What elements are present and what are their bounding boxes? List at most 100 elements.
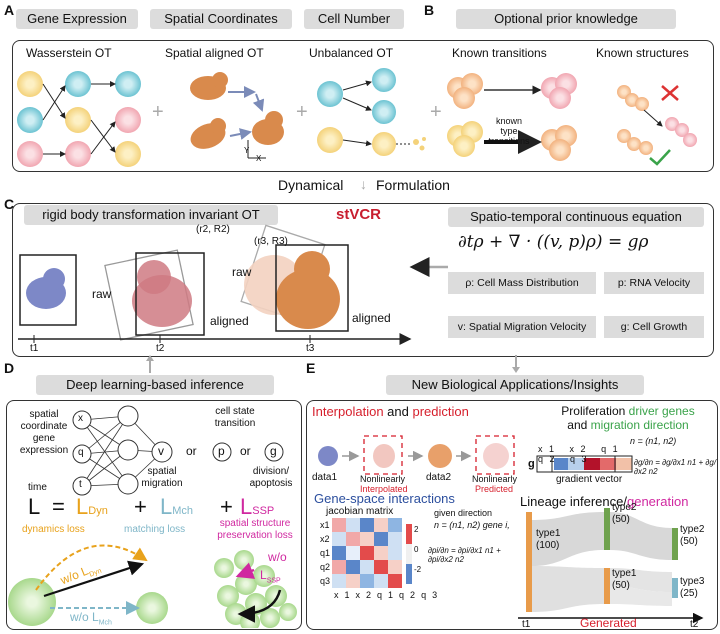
formulation-label: Formulation bbox=[376, 177, 450, 193]
node-p-label: p bbox=[218, 444, 225, 458]
embryo-pred bbox=[483, 443, 509, 469]
cell-yellow bbox=[65, 107, 91, 133]
jacobian-label: jacobian matrix bbox=[326, 506, 394, 517]
ssp-arrow bbox=[235, 562, 256, 579]
node-q-label: q bbox=[78, 447, 84, 458]
node-g-label: g bbox=[270, 444, 277, 458]
panel-d-box bbox=[6, 400, 302, 630]
panel-b-label: B bbox=[424, 2, 435, 18]
or-label-1: or bbox=[186, 444, 197, 458]
plus-sign: + bbox=[296, 101, 308, 123]
dg-dn-formula: ∂g/∂n = ∂g/∂x1 n1 + ∂g/∂x2 n2 bbox=[634, 458, 717, 476]
known-transitions-cells bbox=[447, 73, 577, 161]
panel-e-graphics bbox=[318, 435, 704, 624]
type3-label: type3 (25) bbox=[680, 576, 705, 599]
embryo-data2 bbox=[428, 444, 452, 468]
dynamical-label: Dynamical bbox=[278, 177, 344, 193]
prolif-title: Proliferation driver genes and migration … bbox=[561, 404, 695, 432]
loss-ssp: LSSP bbox=[240, 494, 275, 519]
node-g bbox=[264, 442, 284, 462]
header-gene-expression: Gene Expression bbox=[16, 9, 138, 29]
aligned-label-2: aligned bbox=[352, 311, 391, 325]
pred-label: Nonlinearly Predicted bbox=[472, 474, 518, 494]
wasserstein-cells bbox=[17, 71, 141, 167]
n-vector: n = (n1, n2) bbox=[630, 436, 677, 446]
header-deep-learning: Deep learning-based inference bbox=[36, 375, 274, 395]
embryo-interp bbox=[373, 444, 395, 468]
ssp-loss-label: spatial structure preservation loss bbox=[217, 518, 293, 541]
box-cell-growth: g: Cell Growth bbox=[604, 316, 704, 338]
jac-col-labels: x1x2q1q2q3 bbox=[334, 590, 444, 600]
loss-plus-2: + bbox=[220, 494, 233, 519]
dynamics-loss-label: dynamics loss bbox=[22, 524, 85, 535]
lssp-label: LSSP bbox=[260, 568, 281, 585]
panel-a-label: A bbox=[4, 2, 15, 18]
or-label-2: or bbox=[240, 444, 251, 458]
panel-d-graphics bbox=[8, 405, 297, 628]
loss-L: L bbox=[28, 494, 41, 519]
header-spatial-coordinates: Spatial Coordinates bbox=[150, 9, 292, 29]
fitted-arrow bbox=[43, 560, 145, 598]
t1-label: t1 bbox=[30, 343, 39, 354]
gradient-vector-label: gradient vector bbox=[556, 474, 623, 485]
spatial-migration-label: spatial migration bbox=[141, 466, 183, 489]
title-spatial-aligned-ot: Spatial aligned OT bbox=[165, 46, 264, 60]
frame-aligned-t3 bbox=[275, 244, 349, 332]
cell-blue bbox=[65, 71, 91, 97]
gene-cols: x1 x2 q1 q2 q3 bbox=[538, 444, 625, 464]
data2-label: data2 bbox=[426, 472, 452, 483]
down-arrow-icon: ↓ bbox=[360, 176, 367, 192]
loss-eq: = bbox=[52, 494, 65, 519]
brand-stvcr: stVCR bbox=[336, 206, 382, 223]
title-wasserstein-ot: Wasserstein OT bbox=[26, 46, 112, 60]
known-structures-cells bbox=[617, 85, 697, 166]
frame-t1 bbox=[19, 254, 77, 326]
r2-label: (r2, R2) bbox=[196, 224, 230, 235]
colorbar-labels: 2 0 -2 bbox=[414, 525, 422, 574]
type1-node bbox=[526, 512, 532, 612]
t3-label: t3 bbox=[306, 343, 315, 354]
panel-c-label: C bbox=[4, 196, 15, 212]
lineage-title: Lineage inference/generation bbox=[520, 494, 689, 509]
panel-ab-box bbox=[12, 40, 714, 172]
title-known-structures: Known structures bbox=[596, 46, 689, 60]
panel-e-box bbox=[306, 400, 718, 630]
axis-y-label: Y bbox=[244, 146, 250, 155]
generated-label: Generated bbox=[580, 616, 637, 630]
loss-plus-1: + bbox=[134, 494, 147, 519]
box-rna-velocity: p: RNA Velocity bbox=[604, 272, 704, 294]
panel-c-graphics bbox=[18, 224, 448, 345]
spatial-aligned-embryos bbox=[190, 72, 284, 159]
embryo-t3 bbox=[276, 269, 340, 329]
raw-label-2: raw bbox=[232, 265, 252, 279]
type3-node bbox=[672, 578, 678, 598]
cell-blue bbox=[17, 107, 43, 133]
interp-title: Interpolation and prediction bbox=[312, 404, 469, 419]
type2a-label: type2 (50) bbox=[612, 502, 637, 525]
green-cell bbox=[8, 578, 56, 626]
dyn-dashed-arrow bbox=[35, 544, 148, 591]
t2-label: t2 bbox=[156, 343, 165, 354]
box-cell-mass: ρ: Cell Mass Distribution bbox=[448, 272, 596, 294]
node-p bbox=[212, 442, 232, 462]
plus-sign: + bbox=[430, 101, 442, 123]
unbalanced-cells bbox=[317, 68, 426, 156]
gsi-title: Gene-space interactions bbox=[314, 491, 455, 506]
node-t bbox=[72, 476, 92, 496]
interp-label: Nonlinearly Interpolated bbox=[360, 474, 408, 494]
panel-ab-graphics: + + + bbox=[17, 68, 697, 167]
known-type-transitions-label: known type transitions bbox=[488, 116, 530, 146]
green-cell bbox=[136, 592, 168, 624]
type2-node bbox=[604, 508, 610, 550]
continuity-equation: ∂tρ + ∇ · ((v, p)ρ) = gρ bbox=[458, 232, 649, 252]
given-direction-label: given direction bbox=[434, 508, 493, 518]
matching-loss-label: matching loss bbox=[124, 524, 186, 535]
pred-box bbox=[475, 435, 515, 475]
cell-yellow bbox=[17, 71, 43, 97]
header-rigid-ot: rigid body transformation invariant OT bbox=[24, 205, 278, 225]
node-x bbox=[72, 410, 92, 430]
type1a-label: type1 (100) bbox=[536, 528, 561, 551]
cell-pink bbox=[115, 107, 141, 133]
panel-c-box bbox=[12, 203, 714, 357]
connector-arrows bbox=[146, 355, 520, 373]
